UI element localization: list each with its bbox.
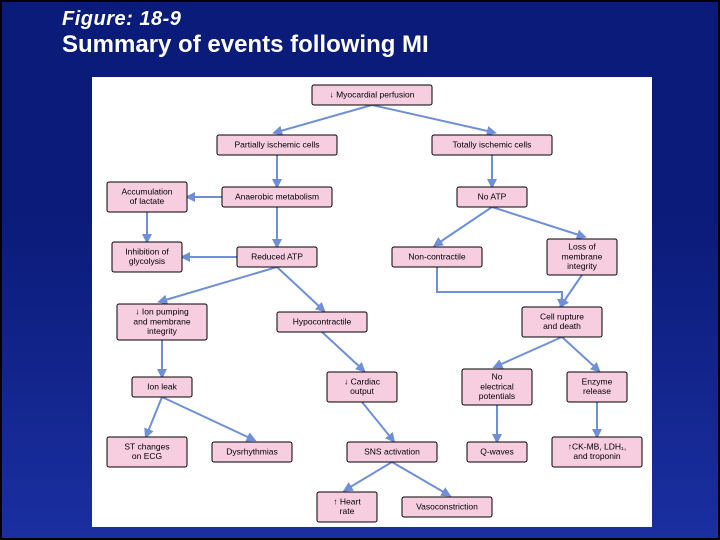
flow-node-n9: Non-contractile	[392, 247, 482, 267]
flow-node-label: No ATP	[478, 191, 507, 201]
flow-node-n8: Reduced ATP	[237, 247, 317, 267]
flow-node-label: Q-waves	[480, 446, 514, 456]
flow-node-label: output	[350, 386, 374, 396]
flow-node-n10: Loss ofmembraneintegrity	[547, 239, 617, 275]
flow-node-label: integrity	[567, 261, 598, 271]
flow-node-label: Accumulation	[121, 186, 172, 196]
flow-node-n6: No ATP	[457, 187, 527, 207]
slide-title: Summary of events following MI	[62, 31, 429, 59]
flow-node-n2: Partially ischemic cells	[217, 135, 337, 155]
flow-node-n14: Ion leak	[132, 377, 192, 397]
flow-node-label: Dysrhythmias	[226, 446, 277, 456]
flow-node-label: Loss of	[568, 241, 596, 251]
flow-node-n18: ST changeson ECG	[107, 437, 187, 467]
slide: Figure: 18-9 Summary of events following…	[0, 0, 720, 540]
flow-node-label: SNS activation	[364, 446, 420, 456]
flow-node-label: ↓ Cardiac	[344, 376, 381, 386]
flow-node-label: ↑CK-MB, LDH₁,	[568, 441, 627, 451]
flow-node-label: rate	[340, 506, 355, 516]
flow-node-label: membrane	[562, 251, 603, 261]
flow-node-label: and death	[543, 321, 581, 331]
flow-node-label: Hypocontractile	[293, 316, 352, 326]
flow-node-label: No	[492, 371, 503, 381]
flow-node-n15: ↓ Cardiacoutput	[327, 372, 397, 402]
flow-node-n1: ↓ Myocardial perfusion	[312, 85, 432, 105]
flow-node-n13: Cell ruptureand death	[522, 307, 602, 337]
slide-header: Figure: 18-9 Summary of events following…	[62, 8, 429, 59]
flow-node-label: glycolysis	[129, 256, 165, 266]
flow-node-n17: Enzymerelease	[567, 372, 627, 402]
flow-node-label: Ion leak	[147, 381, 178, 391]
flow-node-label: Totally ischemic cells	[453, 139, 532, 149]
flow-node-label: potentials	[479, 391, 515, 401]
flow-node-n4: Accumulationof lactate	[107, 182, 187, 212]
flow-node-n22: ↑CK-MB, LDH₁,and troponin	[552, 437, 642, 467]
flow-node-label: and troponin	[573, 451, 621, 461]
flow-node-n11: ↓ Ion pumpingand membraneintegrity	[117, 304, 207, 340]
flow-node-label: Anaerobic metabolism	[235, 191, 319, 201]
flow-node-n7: Inhibition ofglycolysis	[112, 242, 182, 272]
flow-node-label: Non-contractile	[408, 251, 465, 261]
flow-node-n19: Dysrhythmias	[212, 442, 292, 462]
diagram-canvas: ↓ Myocardial perfusion Partially ischemic…	[92, 77, 652, 527]
flow-node-label: ↓ Myocardial perfusion	[329, 89, 414, 99]
flow-node-label: Vasoconstriction	[416, 501, 478, 511]
flow-node-label: ST changes	[124, 441, 169, 451]
flow-node-label: on ECG	[132, 451, 162, 461]
flow-node-label: Cell rupture	[540, 311, 584, 321]
flow-node-n12: Hypocontractile	[277, 312, 367, 332]
flow-node-label: electrical	[480, 381, 514, 391]
flow-node-n3: Totally ischemic cells	[432, 135, 552, 155]
flow-node-n21: Q-waves	[467, 442, 527, 462]
flow-node-label: ↓ Ion pumping	[135, 306, 189, 316]
flow-node-label: Reduced ATP	[251, 251, 303, 261]
flow-node-n23: ↑ Heartrate	[317, 492, 377, 522]
figure-label: Figure: 18-9	[62, 8, 429, 31]
flow-node-label: Partially ischemic cells	[234, 139, 319, 149]
flowchart-svg: ↓ Myocardial perfusion Partially ischemic…	[92, 77, 652, 527]
flow-node-label: release	[583, 386, 611, 396]
flow-node-label: Inhibition of	[125, 246, 169, 256]
flow-node-label: ↑ Heart	[333, 496, 361, 506]
flow-node-label: of lactate	[130, 196, 165, 206]
flow-node-label: integrity	[147, 326, 178, 336]
flow-node-label: Enzyme	[582, 376, 613, 386]
flow-node-n24: Vasoconstriction	[402, 497, 492, 517]
flow-node-n5: Anaerobic metabolism	[222, 187, 332, 207]
flow-node-n20: SNS activation	[347, 442, 437, 462]
flow-node-n16: Noelectricalpotentials	[462, 369, 532, 405]
flow-node-label: and membrane	[133, 316, 190, 326]
